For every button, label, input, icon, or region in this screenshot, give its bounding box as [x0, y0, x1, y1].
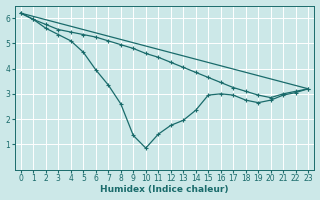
X-axis label: Humidex (Indice chaleur): Humidex (Indice chaleur) — [100, 185, 229, 194]
